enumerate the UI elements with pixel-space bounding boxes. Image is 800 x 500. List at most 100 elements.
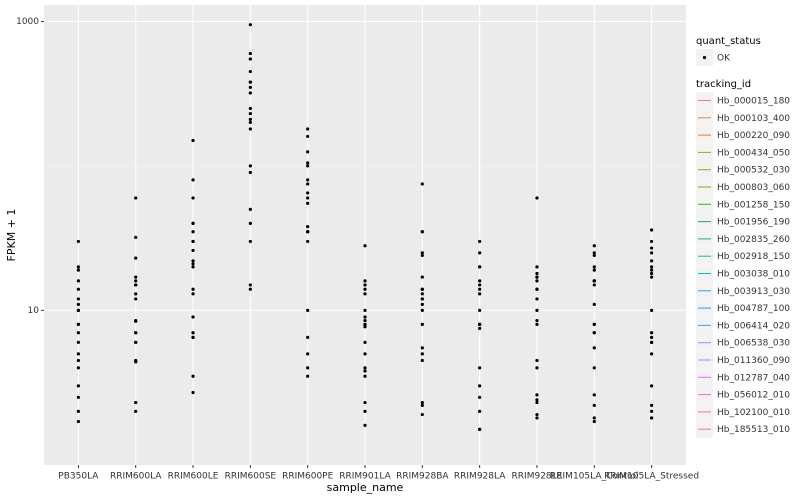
data-point	[191, 178, 195, 182]
data-point	[592, 244, 596, 248]
data-point	[248, 117, 252, 121]
data-point	[478, 283, 482, 287]
data-point	[191, 239, 195, 244]
legend-label: Hb_185513_010	[717, 425, 790, 435]
data-point	[134, 235, 138, 239]
x-tick-label: RRIM928LE	[512, 472, 563, 482]
data-point	[191, 335, 195, 339]
data-point	[650, 340, 654, 345]
data-point	[76, 297, 80, 301]
data-point	[420, 308, 424, 312]
data-point	[191, 374, 195, 378]
data-point	[191, 248, 195, 253]
data-point	[363, 308, 367, 312]
data-point	[191, 196, 195, 200]
data-point	[248, 287, 252, 291]
data-point	[76, 395, 80, 399]
data-point	[363, 423, 367, 427]
data-point	[478, 366, 482, 370]
data-point	[76, 358, 80, 363]
data-point	[306, 164, 310, 168]
data-point	[134, 256, 138, 260]
data-point	[306, 201, 310, 206]
legend-label: Hb_000103_400	[717, 114, 790, 124]
data-point	[592, 322, 596, 326]
legend-label: Hb_102100_010	[717, 408, 790, 418]
legend-label: Hb_002918_150	[717, 252, 790, 262]
data-point	[592, 366, 596, 370]
data-point	[592, 283, 596, 287]
data-point	[478, 326, 482, 331]
legend-label: Hb_003038_010	[717, 270, 790, 280]
legend-point	[702, 55, 707, 60]
data-point	[248, 221, 252, 225]
data-point	[650, 335, 654, 339]
data-point	[363, 374, 367, 378]
data-point	[191, 315, 195, 319]
data-point	[363, 352, 367, 356]
data-point	[535, 366, 539, 370]
data-point	[191, 138, 195, 143]
data-point	[592, 268, 596, 272]
legend-label: Hb_000220_090	[717, 131, 790, 141]
data-point	[363, 369, 367, 373]
data-point	[650, 265, 654, 269]
data-point	[650, 271, 654, 276]
data-point	[535, 416, 539, 420]
data-point	[592, 253, 596, 258]
data-point	[248, 91, 252, 95]
data-point	[650, 268, 654, 272]
data-point	[420, 412, 424, 417]
legend-label: Hb_006414_020	[717, 321, 790, 331]
data-point	[650, 352, 654, 356]
data-point	[76, 308, 80, 312]
data-point	[478, 427, 482, 431]
data-point	[650, 251, 654, 255]
data-point	[535, 287, 539, 291]
data-point	[248, 80, 252, 84]
data-point	[420, 230, 424, 234]
legend-label: Hb_006538_030	[717, 339, 790, 349]
legend-label: Hb_002835_260	[717, 235, 790, 245]
data-point	[134, 319, 138, 323]
data-point	[535, 275, 539, 279]
data-point	[306, 366, 310, 370]
data-point	[650, 275, 654, 279]
data-point	[76, 239, 80, 244]
data-point	[248, 239, 252, 244]
data-point	[420, 322, 424, 326]
data-point	[420, 287, 424, 291]
data-point	[478, 308, 482, 312]
data-point	[592, 265, 596, 269]
data-point	[134, 279, 138, 283]
data-point	[306, 352, 310, 356]
data-point	[420, 352, 424, 356]
data-point	[363, 366, 367, 370]
data-point	[76, 409, 80, 413]
data-point	[363, 244, 367, 248]
data-point	[592, 403, 596, 407]
data-point	[650, 416, 654, 420]
data-point	[76, 419, 80, 424]
data-point	[535, 196, 539, 200]
y-tick-label: 10	[28, 306, 40, 316]
data-point	[478, 287, 482, 291]
data-point	[363, 340, 367, 345]
data-point	[363, 279, 367, 283]
legend-label: Hb_004787_100	[717, 304, 790, 314]
x-tick-label: RRIM600SE	[225, 472, 277, 482]
data-point	[306, 335, 310, 339]
legend-label: Hb_056012_010	[717, 391, 790, 401]
data-point	[420, 346, 424, 350]
legend-label: Hb_012787_040	[717, 373, 790, 383]
data-point	[76, 384, 80, 388]
data-point	[306, 150, 310, 154]
data-point	[76, 340, 80, 345]
data-point	[306, 127, 310, 131]
x-tick-label: RRIM928LA	[454, 472, 506, 482]
legend-title: quant_status	[696, 36, 761, 47]
data-point	[248, 112, 252, 116]
data-point	[650, 331, 654, 335]
data-point	[478, 239, 482, 244]
